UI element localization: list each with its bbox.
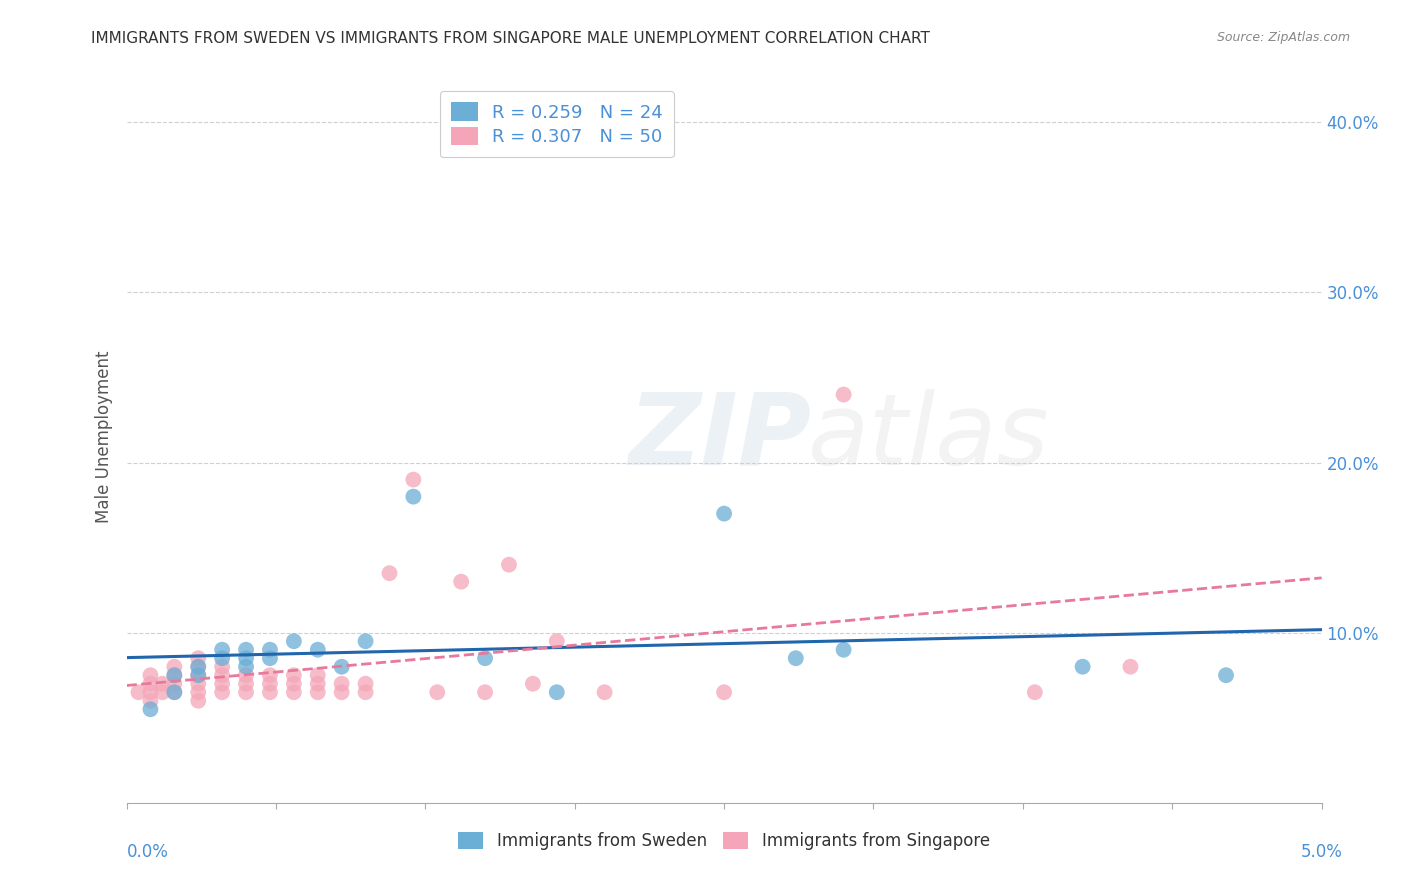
Point [211, 642, 233, 657]
Point [283, 677, 305, 691]
Point [235, 659, 257, 673]
Point [522, 677, 544, 691]
Point [1024, 685, 1046, 699]
Point [235, 642, 257, 657]
Point [450, 574, 472, 589]
Point [785, 651, 807, 665]
Point [1119, 659, 1142, 673]
Point [1215, 668, 1237, 682]
Point [832, 387, 855, 401]
Text: Source: ZipAtlas.com: Source: ZipAtlas.com [1216, 31, 1350, 45]
Point [152, 685, 174, 699]
Point [354, 685, 377, 699]
Point [187, 685, 209, 699]
Point [474, 651, 496, 665]
Point [211, 685, 233, 699]
Point [163, 685, 186, 699]
Point [474, 685, 496, 699]
Point [402, 490, 425, 504]
Point [259, 685, 281, 699]
Point [307, 685, 329, 699]
Point [187, 694, 209, 708]
Text: IMMIGRANTS FROM SWEDEN VS IMMIGRANTS FROM SINGAPORE MALE UNEMPLOYMENT CORRELATIO: IMMIGRANTS FROM SWEDEN VS IMMIGRANTS FRO… [91, 31, 931, 46]
Point [163, 685, 186, 699]
Point [235, 651, 257, 665]
Point [713, 685, 735, 699]
Point [163, 659, 186, 673]
Point [187, 668, 209, 682]
Point [426, 685, 449, 699]
Point [283, 668, 305, 682]
Point [546, 634, 568, 648]
Point [163, 668, 186, 682]
Point [259, 651, 281, 665]
Text: ZIP: ZIP [628, 389, 811, 485]
Point [259, 668, 281, 682]
Point [832, 642, 855, 657]
Point [139, 685, 162, 699]
Point [211, 659, 233, 673]
Point [378, 566, 401, 581]
Point [235, 668, 257, 682]
Point [354, 634, 377, 648]
Point [187, 659, 209, 673]
Text: 5.0%: 5.0% [1301, 843, 1343, 861]
Point [259, 642, 281, 657]
Point [139, 702, 162, 716]
Point [163, 668, 186, 682]
Point [307, 642, 329, 657]
Point [127, 685, 149, 699]
Text: 0.0%: 0.0% [127, 843, 169, 861]
Point [187, 659, 209, 673]
Point [187, 651, 209, 665]
Point [402, 473, 425, 487]
Point [211, 677, 233, 691]
Point [211, 668, 233, 682]
Point [187, 668, 209, 682]
Point [330, 685, 353, 699]
Text: atlas: atlas [807, 389, 1049, 485]
Point [283, 634, 305, 648]
Point [235, 677, 257, 691]
Point [139, 668, 162, 682]
Point [330, 677, 353, 691]
Legend: Immigrants from Sweden, Immigrants from Singapore: Immigrants from Sweden, Immigrants from … [451, 825, 997, 856]
Point [139, 677, 162, 691]
Point [235, 685, 257, 699]
Point [498, 558, 520, 572]
Point [593, 685, 616, 699]
Y-axis label: Male Unemployment: Male Unemployment [94, 351, 112, 524]
Point [211, 651, 233, 665]
Point [713, 507, 735, 521]
Point [1071, 659, 1094, 673]
Point [163, 677, 186, 691]
Point [330, 659, 353, 673]
Point [283, 685, 305, 699]
Point [152, 677, 174, 691]
Point [307, 677, 329, 691]
Point [187, 677, 209, 691]
Point [354, 677, 377, 691]
Point [139, 694, 162, 708]
Point [546, 685, 568, 699]
Point [259, 677, 281, 691]
Point [307, 668, 329, 682]
